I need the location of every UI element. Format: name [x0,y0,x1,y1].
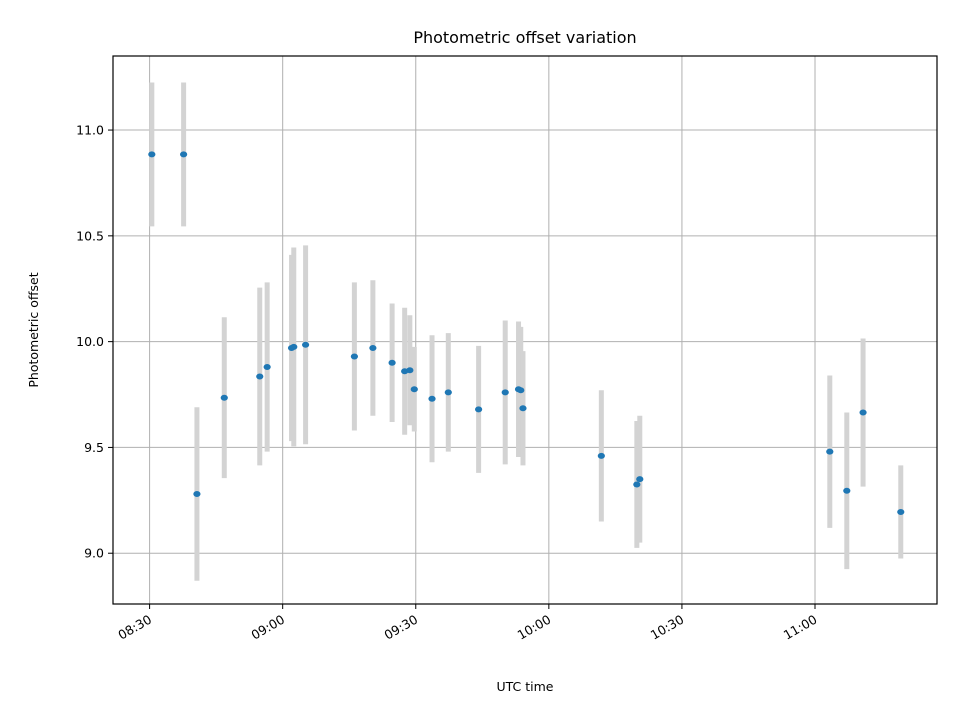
y-tick-label: 11.0 [76,123,104,138]
plot-frame [112,55,938,605]
y-axis-ticks: 9.0 9.5 10.0 10.5 11.0 [76,123,113,561]
data-point [369,344,377,351]
data-point [301,341,310,348]
data-point [428,395,436,402]
data-point [444,389,452,396]
data-point [475,406,483,413]
data-point [636,476,644,483]
y-tick-label: 10.5 [76,228,104,243]
y-tick-label: 9.0 [84,546,104,561]
data-point [410,386,418,393]
data-markers [148,151,905,515]
y-tick-label: 9.5 [84,440,104,455]
data-point [180,151,188,158]
data-point [826,448,834,455]
data-point [633,481,641,488]
data-point [193,490,201,497]
data-point [406,367,414,374]
data-point [519,405,527,412]
chart-title: Photometric offset variation [413,28,636,47]
data-point [843,487,851,494]
data-point [148,151,156,158]
data-point [897,508,905,515]
data-point [256,373,264,380]
data-point [388,359,396,366]
y-tick-label: 10.0 [76,334,104,349]
y-axis-label: Photometric offset [26,272,41,387]
data-point [517,387,525,394]
grid [113,56,937,604]
data-point [263,364,271,371]
data-point [501,389,509,396]
data-point [859,409,867,416]
data-point [290,343,298,350]
x-axis-label: UTC time [497,679,554,694]
data-point [350,353,358,360]
data-point [597,452,605,459]
data-point [220,394,228,401]
